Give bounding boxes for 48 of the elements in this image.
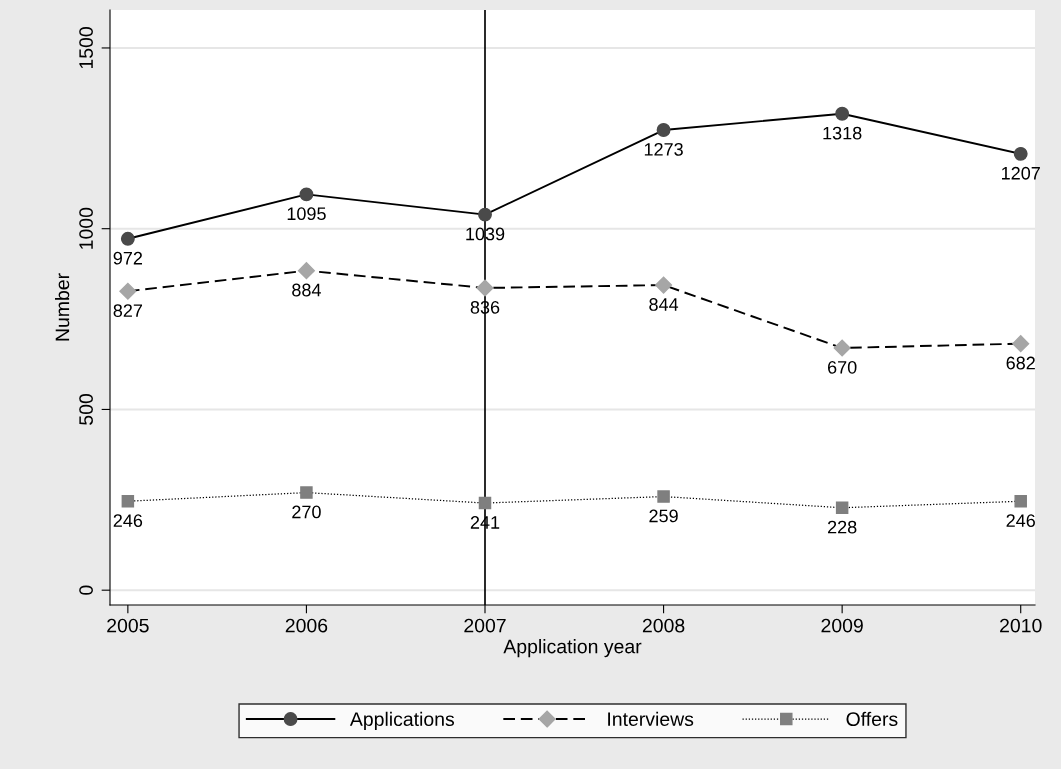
x-tick-label: 2009 — [821, 618, 863, 633]
point — [297, 262, 315, 280]
point — [476, 279, 494, 297]
x-tick-label: 2007 — [464, 618, 506, 633]
data-label: 1207 — [1002, 166, 1040, 180]
point — [121, 495, 135, 508]
point — [657, 490, 670, 503]
y-tick-label: 500 — [79, 393, 93, 425]
point — [656, 123, 671, 137]
point — [299, 187, 314, 202]
data-label: 246 — [1006, 514, 1035, 528]
point — [835, 106, 850, 121]
y-tick-label: 0 — [79, 585, 93, 595]
x-tick-label: 2010 — [1000, 618, 1042, 633]
x-tick-label: 2006 — [285, 618, 328, 633]
point — [1013, 146, 1028, 161]
legend-label: Interviews — [608, 711, 694, 727]
x-tick-label: 2005 — [107, 618, 149, 633]
data-label: 246 — [113, 514, 143, 528]
data-label: 259 — [649, 509, 678, 523]
data-label: 1273 — [644, 142, 683, 156]
point — [655, 276, 673, 294]
data-label: 844 — [649, 298, 679, 311]
data-label: 884 — [292, 283, 321, 297]
data-label: 827 — [113, 304, 143, 317]
point — [120, 231, 135, 246]
data-label: 972 — [113, 251, 143, 265]
data-label: 1095 — [287, 207, 326, 221]
x-tick-label: 2008 — [642, 618, 685, 633]
point — [833, 339, 851, 357]
point — [300, 486, 313, 499]
y-axis-title: Number — [55, 273, 70, 341]
point — [119, 282, 137, 300]
y-tick-label: 1000 — [79, 207, 93, 249]
legend-label: Applications — [349, 711, 455, 730]
point — [1012, 335, 1030, 353]
data-label: 670 — [828, 360, 857, 374]
data-label: 1318 — [823, 126, 862, 140]
point — [478, 207, 492, 222]
y-tick-label: 1500 — [79, 27, 93, 69]
x-axis-title: Application year — [503, 639, 642, 658]
data-label: 682 — [1006, 356, 1035, 370]
point — [1014, 495, 1027, 508]
point — [478, 496, 492, 510]
legend-label: Offers — [846, 711, 898, 727]
data-label: 228 — [827, 520, 857, 534]
point — [835, 501, 849, 515]
data-label: 270 — [292, 505, 321, 519]
